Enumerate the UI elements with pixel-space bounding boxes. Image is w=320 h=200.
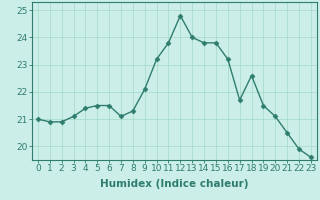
X-axis label: Humidex (Indice chaleur): Humidex (Indice chaleur): [100, 179, 249, 189]
